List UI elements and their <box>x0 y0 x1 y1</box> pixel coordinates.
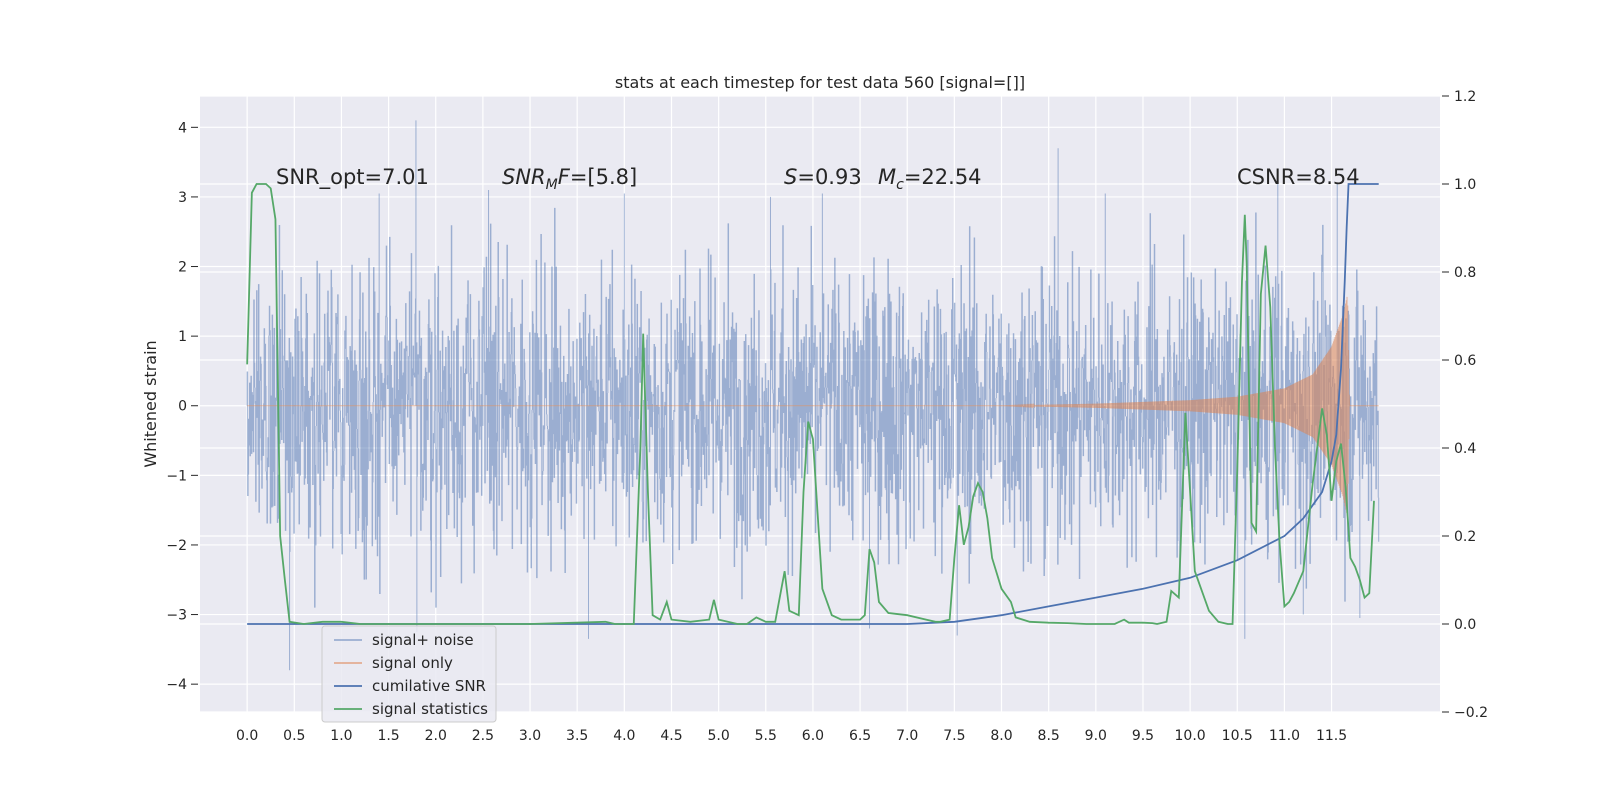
legend-label-cumulative-snr: cumilative SNR <box>372 677 486 695</box>
x-tick-label: 1.5 <box>377 728 399 744</box>
right-tick-label: 0.4 <box>1454 441 1476 457</box>
y-tick-label: 0 <box>178 399 187 415</box>
annotation-mc: Mc=22.54 <box>878 165 982 193</box>
y-tick-label: 2 <box>178 260 187 276</box>
s-label: S <box>784 165 797 189</box>
snr-mf-value: =[5.8] <box>570 165 637 189</box>
signal-noise-series <box>246 120 1380 671</box>
x-tick-label: 6.0 <box>802 728 824 744</box>
legend-box <box>321 625 497 723</box>
x-tick-label: 9.5 <box>1132 728 1154 744</box>
legend-label-signal-noise: signal+ noise <box>372 631 474 649</box>
legend-label-signal-statistics: signal statistics <box>372 700 488 718</box>
x-tick-label: 9.0 <box>1085 728 1107 744</box>
y-axis-ticks: 4 3 2 1 0 −1 −2 −3 −4 <box>166 120 198 693</box>
y-tick-label: −4 <box>166 677 187 693</box>
cumulative-snr-line <box>247 183 1379 625</box>
y-tick-label: 3 <box>178 190 187 206</box>
x-tick-label: 7.5 <box>943 728 965 744</box>
x-tick-label: 8.5 <box>1038 728 1060 744</box>
snr-mf-label: SNR <box>502 165 546 189</box>
x-tick-label: 2.5 <box>472 728 494 744</box>
mc-value: =22.54 <box>904 165 982 189</box>
y-tick-label: −1 <box>166 468 187 484</box>
mc-subscript: c <box>896 177 904 193</box>
x-tick-label: 8.0 <box>990 728 1012 744</box>
x-tick-label: 7.0 <box>896 728 918 744</box>
y-axis-label: Whitened strain <box>141 340 160 467</box>
x-tick-label: 11.5 <box>1316 728 1347 744</box>
x-tick-label: 3.5 <box>566 728 588 744</box>
signal-only-series <box>247 296 1379 517</box>
x-tick-label: 0.0 <box>236 728 258 744</box>
x-tick-label: 5.0 <box>707 728 729 744</box>
annotation-s: S=0.93 <box>784 165 862 189</box>
y-tick-label: 4 <box>178 120 187 136</box>
y-tick-label: −2 <box>166 538 187 554</box>
right-tick-label: −0.2 <box>1454 705 1488 721</box>
right-tick-label: 0.2 <box>1454 529 1476 545</box>
legend-label-signal-only: signal only <box>372 654 453 672</box>
right-y-axis-ticks: 1.2 1.0 0.8 0.6 0.4 0.2 0.0 −0.2 <box>1442 89 1488 721</box>
legend: signal+ noise signal only cumilative SNR… <box>321 625 497 723</box>
right-tick-label: 0.6 <box>1454 353 1476 369</box>
x-tick-label: 11.0 <box>1269 728 1300 744</box>
x-tick-label: 3.0 <box>519 728 541 744</box>
x-tick-label: 5.5 <box>755 728 777 744</box>
right-tick-label: 0.0 <box>1454 617 1476 633</box>
chart-title: stats at each timestep for test data 560… <box>615 73 1025 92</box>
annotation-snr-mf: SNRMF=[5.8] <box>502 165 637 193</box>
right-tick-label: 1.0 <box>1454 177 1476 193</box>
snr-mf-subscript: M <box>546 177 558 193</box>
y-tick-label: −3 <box>166 608 187 624</box>
right-tick-label: 1.2 <box>1454 89 1476 105</box>
x-tick-label: 2.0 <box>425 728 447 744</box>
x-tick-label: 10.5 <box>1222 728 1253 744</box>
annotation-snr-opt: SNR_opt=7.01 <box>276 165 429 190</box>
x-axis-ticks: 0.0 0.5 1.0 1.5 2.0 2.5 3.0 3.5 4.0 4.5 5.0 5.5 6.0 6… <box>236 728 1347 744</box>
snr-mf-italic: F <box>558 165 571 189</box>
annotation-csnr: CSNR=8.54 <box>1237 165 1360 189</box>
s-value: =0.93 <box>797 165 861 189</box>
mc-label: M <box>878 165 896 189</box>
y-tick-label: 1 <box>178 329 187 345</box>
x-tick-label: 4.0 <box>613 728 635 744</box>
signal-noise-trace <box>246 120 1380 671</box>
signal-statistics-line <box>246 183 1375 625</box>
x-tick-label: 6.5 <box>849 728 871 744</box>
x-tick-label: 4.5 <box>660 728 682 744</box>
x-tick-label: 1.0 <box>330 728 352 744</box>
right-tick-label: 0.8 <box>1454 265 1476 281</box>
x-tick-label: 0.5 <box>283 728 305 744</box>
x-tick-label: 10.0 <box>1175 728 1206 744</box>
